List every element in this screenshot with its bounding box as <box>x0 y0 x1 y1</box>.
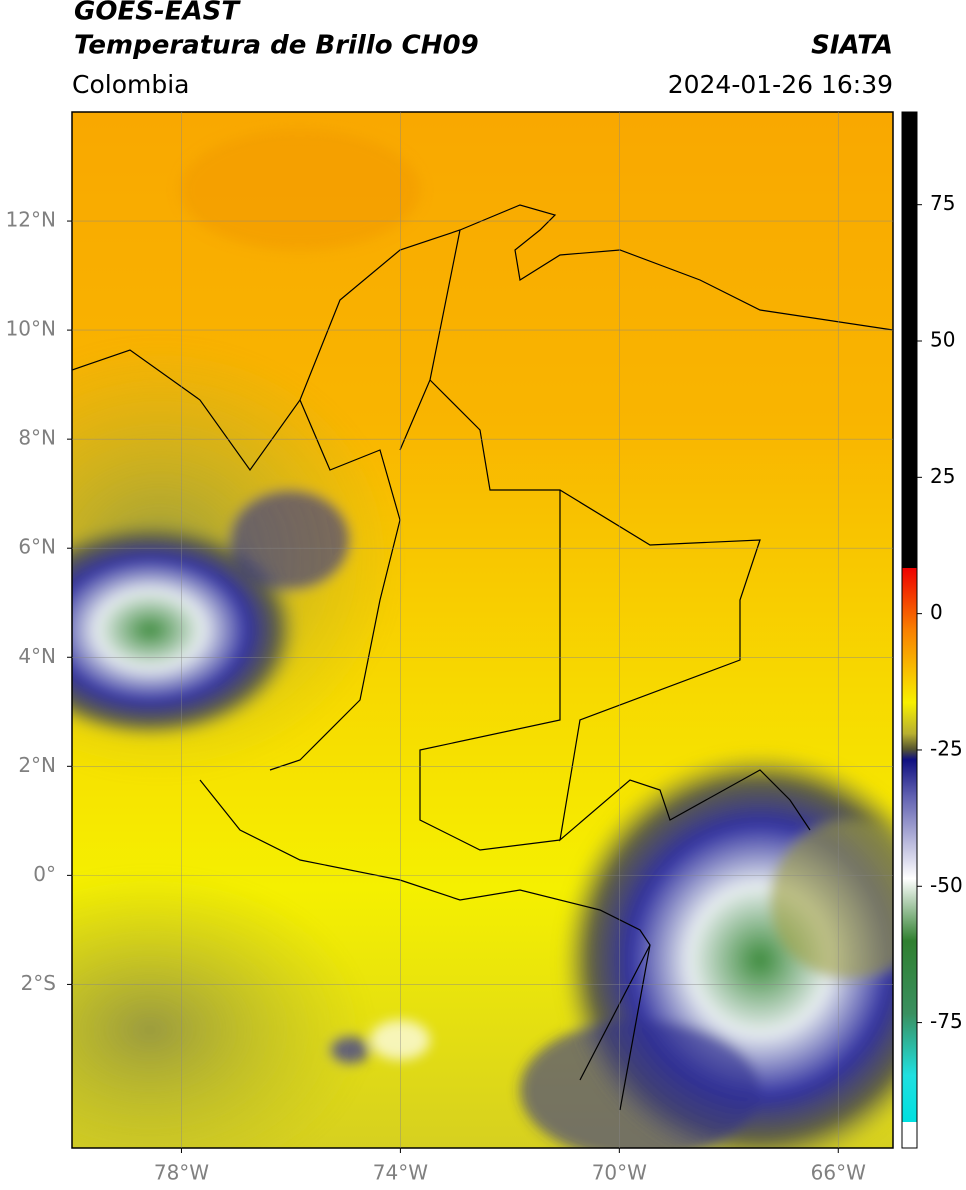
colorbar-tick-label: -75 <box>930 1009 963 1033</box>
lon-tick-label: 70°W <box>592 1161 647 1185</box>
lat-tick-label: 6°N <box>18 535 56 559</box>
lon-tick-label: 66°W <box>811 1161 866 1185</box>
region: Colombia <box>72 70 189 99</box>
lat-tick-label: 0° <box>33 862 56 886</box>
lat-tick-label: 2°S <box>21 971 56 995</box>
title: GOES-EAST <box>74 0 241 27</box>
colorbar-tick-label: -50 <box>930 873 963 897</box>
satellite-image <box>72 112 893 1148</box>
colorbar-tick-label: 0 <box>930 600 943 624</box>
datetime: 2024-01-26 16:39 <box>668 70 893 99</box>
lat-tick-label: 10°N <box>6 317 56 341</box>
lat-tick-label: 2°N <box>18 753 56 777</box>
colorbar <box>901 111 918 1149</box>
source: SIATA <box>811 31 893 61</box>
colorbar-tick-label: 25 <box>930 464 955 488</box>
lon-tick-label: 78°W <box>154 1161 209 1185</box>
lat-tick-label: 4°N <box>18 644 56 668</box>
subtitle: Temperatura de Brillo CH09 <box>74 31 479 61</box>
colorbar-tick-label: 50 <box>930 328 955 352</box>
lat-tick-label: 12°N <box>6 208 56 232</box>
colorbar-tick-label: 75 <box>930 191 955 215</box>
map-frame <box>71 111 894 1149</box>
lat-tick-label: 8°N <box>18 426 56 450</box>
lon-tick-label: 74°W <box>373 1161 428 1185</box>
colorbar-tick-label: -25 <box>930 736 963 760</box>
